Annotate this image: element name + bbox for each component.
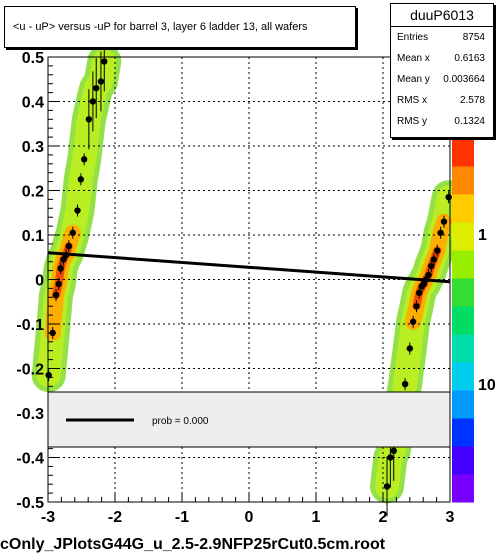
stats-title: duuP6013 <box>391 4 493 27</box>
data-point <box>413 303 420 310</box>
data-point <box>97 78 105 85</box>
color-scale-tick-label: 1 <box>478 227 487 244</box>
y-tick-label: -0.2 <box>16 362 44 379</box>
color-scale-segment <box>452 334 474 363</box>
color-scale-segment <box>452 446 474 475</box>
data-point <box>401 380 409 388</box>
x-tick-label: -1 <box>175 509 189 526</box>
color-scale-segment <box>452 250 474 279</box>
file-name-label: cOnly_JPlotsG44G_u_2.5-2.9NFP25rCut0.5cm… <box>0 536 386 553</box>
data-point <box>52 291 60 299</box>
color-scale-segment <box>452 278 474 307</box>
stats-value: 8754 <box>462 32 485 43</box>
data-point <box>390 447 397 455</box>
data-point <box>383 483 391 490</box>
color-scale-bar: 0110 <box>452 105 496 503</box>
data-point <box>93 84 100 92</box>
data-point <box>437 229 444 236</box>
data-point <box>428 262 435 270</box>
data-point <box>445 193 452 201</box>
data-point <box>69 229 76 236</box>
data-point <box>65 242 72 250</box>
data-point <box>101 58 108 65</box>
data-point <box>387 454 394 461</box>
data-point <box>55 280 62 288</box>
x-tick-label: 0 <box>245 509 254 526</box>
data-point <box>45 371 52 379</box>
color-scale-segment <box>452 362 474 391</box>
y-tick-label: -0.4 <box>16 451 44 468</box>
data-point <box>57 265 64 272</box>
x-tick-label: 3 <box>446 509 455 526</box>
data-point <box>89 98 97 105</box>
plot-title: <u - uP> versus -uP for barrel 3, layer … <box>13 21 308 33</box>
y-tick-label: -0.5 <box>16 495 44 512</box>
data-point <box>440 218 448 225</box>
data-point <box>430 256 438 263</box>
stats-row-rms-x: RMS x 2.578 <box>391 90 493 111</box>
data-point <box>409 318 417 325</box>
x-tick-label: -3 <box>41 509 55 526</box>
stats-value: 0.003664 <box>443 74 485 85</box>
color-scale-segment <box>452 222 474 251</box>
stats-row-mean-y: Mean y 0.003664 <box>391 69 493 90</box>
fit-line-group <box>47 251 451 284</box>
color-scale-segment <box>452 418 474 447</box>
stats-value: 0.1324 <box>454 116 485 127</box>
y-tick-label: -0.3 <box>16 406 44 423</box>
data-point <box>80 156 88 163</box>
y-tick-label: 0.4 <box>22 95 44 112</box>
stats-row-mean-x: Mean x 0.6163 <box>391 48 493 69</box>
color-scale-segment <box>452 166 474 195</box>
stats-value: 2.578 <box>459 95 485 106</box>
data-point <box>85 116 93 123</box>
stats-box: duuP6013 Entries 8754 Mean x 0.6163 Mean… <box>390 3 494 138</box>
data-point <box>415 289 423 297</box>
y-tick-label: 0.3 <box>22 139 44 156</box>
color-scale-segment <box>452 390 474 419</box>
y-tick-label: 0.1 <box>22 228 44 245</box>
plot-title-box: <u - uP> versus -uP for barrel 3, layer … <box>4 6 356 48</box>
stats-value: 0.6163 <box>454 53 485 64</box>
color-scale-tick-label: 10 <box>478 377 496 394</box>
stats-label: Entries <box>397 32 429 43</box>
stats-label: Mean y <box>397 74 430 85</box>
data-point <box>425 271 432 279</box>
data-point <box>406 345 413 352</box>
y-tick-label: 0.5 <box>22 50 44 67</box>
color-scale-segment <box>452 474 474 503</box>
y-tick-label: 0.2 <box>22 184 44 201</box>
color-scale-segment <box>452 138 474 167</box>
x-tick-label: -2 <box>108 509 122 526</box>
x-tick-label: 1 <box>312 509 321 526</box>
y-tick-label: -0.1 <box>16 317 44 334</box>
color-scale-segment <box>452 306 474 335</box>
y-tick-label: 0 <box>35 273 44 290</box>
stats-label: RMS y <box>397 116 427 127</box>
legend-box: prob = 0.000 <box>47 391 451 448</box>
stats-label: RMS x <box>397 95 427 106</box>
stats-label: Mean x <box>397 53 430 64</box>
data-point <box>77 176 85 183</box>
stats-row-rms-y: RMS y 0.1324 <box>391 111 493 132</box>
fit-line <box>47 251 451 284</box>
data-point <box>62 251 70 259</box>
data-point <box>49 329 56 337</box>
stats-row-entries: Entries 8754 <box>391 27 493 48</box>
color-scale-segment <box>452 194 474 223</box>
legend-label: prob = 0.000 <box>152 416 209 427</box>
x-tick-label: 2 <box>379 509 388 526</box>
data-point <box>74 207 81 214</box>
profile-points <box>45 31 452 517</box>
data-point <box>434 247 441 254</box>
